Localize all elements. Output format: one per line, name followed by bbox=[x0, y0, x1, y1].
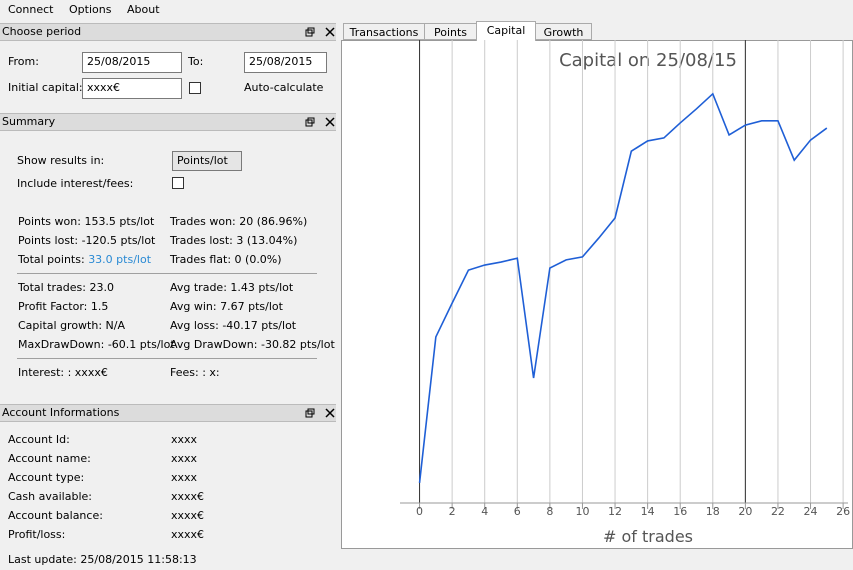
x-tick-label: 2 bbox=[449, 505, 456, 518]
separator bbox=[17, 358, 317, 359]
account-label: Cash available: bbox=[8, 490, 92, 503]
label: Include interest/fees: bbox=[17, 177, 134, 190]
label: Auto-calculate bbox=[244, 81, 324, 94]
panel-title: Choose period bbox=[2, 25, 82, 38]
account-label: Account type: bbox=[8, 471, 85, 484]
label: To: bbox=[188, 55, 204, 68]
unit-select[interactable]: Points/lot bbox=[172, 151, 242, 171]
stat: MaxDrawDown: -60.1 pts/lot bbox=[18, 338, 175, 351]
date-select[interactable]: 25/08/2015 bbox=[82, 52, 182, 73]
stat: Points lost: -120.5 pts/lot bbox=[18, 234, 156, 247]
account-value: xxxx bbox=[171, 471, 198, 484]
x-tick-label: 4 bbox=[481, 505, 488, 518]
tab[interactable]: Transactions bbox=[343, 23, 425, 40]
x-tick-label: 26 bbox=[836, 505, 850, 518]
panel-header: Summary bbox=[0, 113, 336, 131]
account-value: xxxx bbox=[171, 452, 198, 465]
account-label: Account name: bbox=[8, 452, 91, 465]
label: Show results in: bbox=[17, 154, 105, 167]
panel-header: Choose period bbox=[0, 23, 336, 41]
account-label: Account balance: bbox=[8, 509, 103, 522]
account-value: xxxx€ bbox=[171, 490, 205, 503]
account-value: xxxx€ bbox=[171, 509, 205, 522]
checkbox[interactable] bbox=[189, 82, 201, 94]
x-tick-label: 0 bbox=[416, 505, 423, 518]
stat-label: Total points: bbox=[18, 253, 85, 266]
x-axis-label: # of trades bbox=[603, 527, 693, 546]
x-tick-label: 10 bbox=[575, 505, 589, 518]
x-tick-label: 16 bbox=[673, 505, 687, 518]
stat: Avg loss: -40.17 pts/lot bbox=[170, 319, 297, 332]
panel-header: Account Informations bbox=[0, 404, 336, 422]
stat: Total points: 33.0 pts/lot bbox=[18, 253, 151, 267]
account-label: Profit/loss: bbox=[8, 528, 66, 541]
x-tick-label: 6 bbox=[514, 505, 521, 518]
account-value: xxxx bbox=[171, 433, 198, 446]
stat: Trades flat: 0 (0.0%) bbox=[170, 253, 282, 266]
date-select[interactable]: 25/08/2015 bbox=[244, 52, 327, 73]
chart-frame bbox=[341, 40, 853, 549]
tab[interactable]: Growth bbox=[535, 23, 592, 40]
stat: Fees: : x: bbox=[170, 366, 220, 379]
text-input[interactable]: xxxx€ bbox=[82, 78, 182, 99]
x-tick-label: 20 bbox=[738, 505, 752, 518]
panel-title: Summary bbox=[2, 115, 56, 128]
stat: Avg DrawDown: -30.82 pts/lot bbox=[170, 338, 335, 351]
panel-buttons[interactable] bbox=[305, 117, 335, 127]
x-tick-label: 24 bbox=[804, 505, 818, 518]
panel-title: Account Informations bbox=[2, 406, 120, 419]
x-tick-label: 18 bbox=[706, 505, 720, 518]
label: Initial capital: bbox=[8, 81, 83, 94]
stat: Interest: : xxxx€ bbox=[18, 366, 108, 379]
label: From: bbox=[8, 55, 39, 68]
stat: Total trades: 23.0 bbox=[18, 281, 114, 294]
stat: Capital growth: N/A bbox=[18, 319, 126, 332]
panel-buttons[interactable] bbox=[305, 27, 335, 37]
checkbox[interactable] bbox=[172, 177, 184, 189]
account-value: xxxx€ bbox=[171, 528, 205, 541]
stat: Avg trade: 1.43 pts/lot bbox=[170, 281, 294, 294]
stat: Profit Factor: 1.5 bbox=[18, 300, 109, 313]
menu-item[interactable]: Options bbox=[69, 3, 112, 16]
menu-item[interactable]: Connect bbox=[8, 3, 54, 16]
menu-item[interactable]: About bbox=[127, 3, 160, 16]
stat-value: 33.0 pts/lot bbox=[88, 253, 152, 266]
status-bar: Last update: 25/08/2015 11:58:13 bbox=[8, 553, 197, 566]
separator bbox=[17, 273, 317, 274]
data-line bbox=[418, 92, 828, 483]
x-tick-label: 8 bbox=[546, 505, 553, 518]
x-tick-label: 22 bbox=[771, 505, 785, 518]
stat: Trades lost: 3 (13.04%) bbox=[170, 234, 298, 247]
stat: Trades won: 20 (86.96%) bbox=[170, 215, 308, 228]
stat: Points won: 153.5 pts/lot bbox=[18, 215, 155, 228]
x-tick-label: 12 bbox=[608, 505, 622, 518]
stat: Avg win: 7.67 pts/lot bbox=[170, 300, 283, 313]
account-label: Account Id: bbox=[8, 433, 70, 446]
tab[interactable]: Points bbox=[424, 23, 477, 40]
panel-buttons[interactable] bbox=[305, 408, 335, 418]
x-tick-label: 14 bbox=[641, 505, 655, 518]
tab-active[interactable]: Capital bbox=[476, 21, 536, 41]
